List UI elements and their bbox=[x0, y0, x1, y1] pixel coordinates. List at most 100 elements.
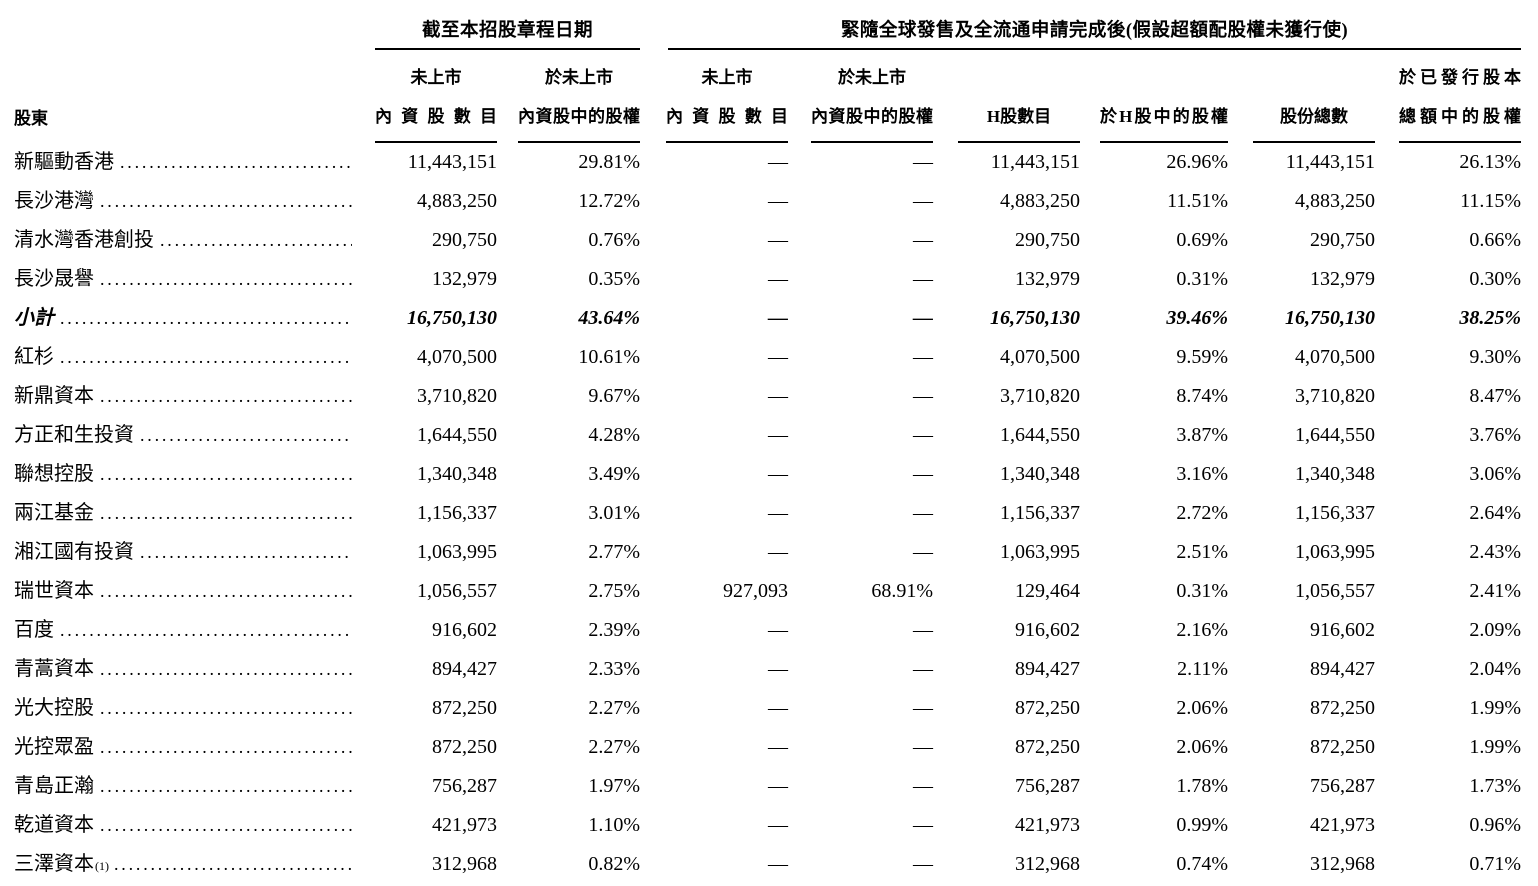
cell-equity-unlisted-domestic-1: 2.77% bbox=[588, 541, 641, 563]
cell-h-shares: 4,883,250 bbox=[1000, 190, 1081, 212]
cell-total-shares: 16,750,130 bbox=[1285, 307, 1376, 329]
cell-unlisted-domestic-shares-2: — bbox=[768, 619, 789, 641]
table-row: 長沙港灣 4,883,250 12.72% — — 4,883,250 11.5… bbox=[0, 182, 1521, 221]
dot-leader bbox=[100, 455, 352, 494]
shareholder-cell: 小計 bbox=[0, 299, 360, 338]
shareholder-cell: 長沙港灣 bbox=[0, 182, 360, 221]
cell-equity-unlisted-domestic-2: — bbox=[913, 541, 934, 563]
cell-total-shares: 872,250 bbox=[1310, 697, 1376, 719]
cell-equity-h-shares: 1.78% bbox=[1176, 775, 1229, 797]
cell-h-shares: 1,644,550 bbox=[1000, 424, 1081, 446]
column-header-equity-in-unlisted-domestic-2: 於未上市 內資股中的股權 bbox=[788, 50, 934, 143]
shareholder-name: 乾道資本 bbox=[14, 814, 94, 836]
cell-unlisted-domestic-shares-1: 894,427 bbox=[432, 658, 497, 680]
cell-equity-h-shares: 26.96% bbox=[1166, 151, 1229, 173]
cell-unlisted-domestic-shares-1: 1,340,348 bbox=[417, 463, 497, 485]
column-header-h-shares: H股數目 bbox=[933, 50, 1081, 143]
cell-h-shares: 132,979 bbox=[1015, 268, 1081, 290]
column-header-unlisted-domestic-shares-1: 未上市 內資股數目 bbox=[360, 50, 497, 143]
cell-equity-total-issued-capital: 0.66% bbox=[1469, 229, 1522, 251]
dot-leader bbox=[60, 299, 352, 338]
cell-unlisted-domestic-shares-2: — bbox=[768, 424, 789, 446]
cell-h-shares: 312,968 bbox=[1015, 853, 1081, 875]
dot-leader bbox=[100, 650, 352, 689]
table-row: 青島正瀚 756,287 1.97% — — 756,287 1.78% 756… bbox=[0, 767, 1521, 806]
cell-equity-h-shares: 2.06% bbox=[1176, 736, 1229, 758]
cell-unlisted-domestic-shares-2: — bbox=[768, 814, 789, 836]
cell-equity-unlisted-domestic-1: 0.82% bbox=[588, 853, 641, 875]
dot-leader bbox=[140, 416, 352, 455]
cell-unlisted-domestic-shares-1: 1,056,557 bbox=[417, 580, 497, 602]
cell-equity-unlisted-domestic-1: 0.76% bbox=[588, 229, 641, 251]
cell-equity-unlisted-domestic-2: — bbox=[913, 814, 934, 836]
table-row: 聯想控股 1,340,348 3.49% — — 1,340,348 3.16%… bbox=[0, 455, 1521, 494]
cell-unlisted-domestic-shares-1: 421,973 bbox=[432, 814, 497, 836]
table-row: 湘江國有投資 1,063,995 2.77% — — 1,063,995 2.5… bbox=[0, 533, 1521, 572]
cell-equity-unlisted-domestic-2: — bbox=[913, 853, 934, 875]
shareholder-cell: 瑞世資本 bbox=[0, 572, 360, 611]
cell-total-shares: 1,056,557 bbox=[1295, 580, 1376, 602]
cell-equity-h-shares: 0.69% bbox=[1176, 229, 1229, 251]
cell-equity-unlisted-domestic-1: 2.75% bbox=[588, 580, 641, 602]
cell-unlisted-domestic-shares-1: 3,710,820 bbox=[417, 385, 497, 407]
cell-equity-unlisted-domestic-1: 2.39% bbox=[588, 619, 641, 641]
cell-equity-total-issued-capital: 11.15% bbox=[1460, 190, 1522, 212]
cell-unlisted-domestic-shares-1: 1,156,337 bbox=[417, 502, 497, 524]
shareholder-cell: 長沙晟譽 bbox=[0, 260, 360, 299]
cell-unlisted-domestic-shares-2: — bbox=[768, 736, 789, 758]
cell-equity-h-shares: 2.11% bbox=[1177, 658, 1229, 680]
cell-h-shares: 4,070,500 bbox=[1000, 346, 1081, 368]
shareholder-name: 青島正瀚 bbox=[14, 775, 94, 797]
shareholder-cell: 清水灣香港創投 bbox=[0, 221, 360, 260]
shareholder-column-header: 股東 bbox=[14, 109, 48, 128]
cell-equity-unlisted-domestic-2: — bbox=[913, 229, 934, 251]
cell-total-shares: 312,968 bbox=[1310, 853, 1376, 875]
cell-total-shares: 421,973 bbox=[1310, 814, 1376, 836]
column-header-unlisted-domestic-shares-2: 未上市 內資股數目 bbox=[640, 50, 789, 143]
cell-unlisted-domestic-shares-1: 290,750 bbox=[432, 229, 497, 251]
shareholder-name: 三澤資本 bbox=[14, 853, 94, 875]
column-header-total-shares: 股份總數 bbox=[1228, 50, 1376, 143]
column-header-equity-in-total-issued-capital: 於已發行股本 總額中的股權 bbox=[1375, 50, 1522, 143]
cell-equity-total-issued-capital: 2.09% bbox=[1469, 619, 1522, 641]
cell-unlisted-domestic-shares-2: — bbox=[768, 151, 789, 173]
cell-equity-unlisted-domestic-1: 3.49% bbox=[588, 463, 641, 485]
cell-equity-h-shares: 0.31% bbox=[1176, 580, 1229, 602]
shareholder-cell: 新鼎資本 bbox=[0, 377, 360, 416]
cell-unlisted-domestic-shares-2: — bbox=[768, 229, 789, 251]
shareholder-cell: 聯想控股 bbox=[0, 455, 360, 494]
cell-equity-unlisted-domestic-2: — bbox=[913, 307, 934, 329]
cell-total-shares: 132,979 bbox=[1310, 268, 1376, 290]
dot-leader bbox=[100, 494, 352, 533]
shareholder-name: 光大控股 bbox=[14, 697, 94, 719]
shareholder-name: 方正和生投資 bbox=[14, 424, 134, 446]
cell-h-shares: 1,156,337 bbox=[1000, 502, 1081, 524]
cell-equity-h-shares: 0.31% bbox=[1176, 268, 1229, 290]
cell-equity-unlisted-domestic-1: 2.33% bbox=[588, 658, 641, 680]
cell-h-shares: 421,973 bbox=[1015, 814, 1081, 836]
table-row: 青蒿資本 894,427 2.33% — — 894,427 2.11% 894… bbox=[0, 650, 1521, 689]
cell-unlisted-domestic-shares-2: — bbox=[768, 346, 789, 368]
cell-equity-unlisted-domestic-1: 3.01% bbox=[588, 502, 641, 524]
cell-unlisted-domestic-shares-1: 1,644,550 bbox=[417, 424, 497, 446]
shareholder-cell: 湘江國有投資 bbox=[0, 533, 360, 572]
table-row: 乾道資本 421,973 1.10% — — 421,973 0.99% 421… bbox=[0, 806, 1521, 845]
dot-leader bbox=[100, 806, 352, 845]
cell-equity-unlisted-domestic-1: 1.10% bbox=[588, 814, 641, 836]
cell-equity-total-issued-capital: 3.76% bbox=[1469, 424, 1522, 446]
table-header: 截至本招股章程日期 緊隨全球發售及全流通申請完成後(假設超額配股權未獲行使) 股… bbox=[0, 0, 1522, 143]
dot-leader bbox=[100, 689, 352, 728]
dot-leader bbox=[60, 611, 352, 650]
cell-equity-unlisted-domestic-1: 2.27% bbox=[588, 736, 641, 758]
shareholder-name: 青蒿資本 bbox=[14, 658, 94, 680]
cell-equity-unlisted-domestic-1: 12.72% bbox=[578, 190, 641, 212]
cell-total-shares: 4,883,250 bbox=[1295, 190, 1376, 212]
cell-equity-unlisted-domestic-2: — bbox=[913, 463, 934, 485]
cell-h-shares: 3,710,820 bbox=[1000, 385, 1081, 407]
shareholder-cell: 兩江基金 bbox=[0, 494, 360, 533]
cell-unlisted-domestic-shares-1: 4,070,500 bbox=[417, 346, 497, 368]
cell-equity-unlisted-domestic-1: 2.27% bbox=[588, 697, 641, 719]
cell-equity-unlisted-domestic-1: 10.61% bbox=[578, 346, 641, 368]
